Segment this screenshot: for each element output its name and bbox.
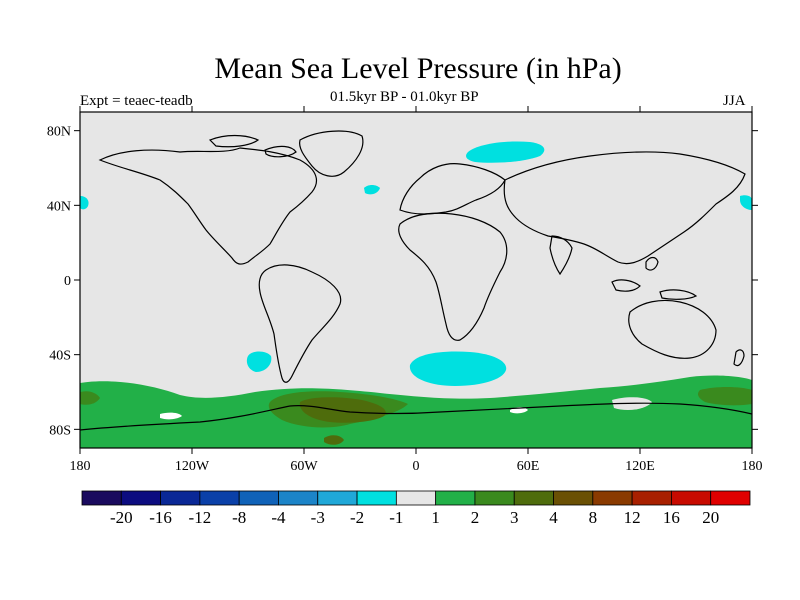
colorbar-label: -12 xyxy=(189,508,212,527)
contour-band-southern-ocean xyxy=(80,375,752,448)
lat-tick-label: 40S xyxy=(49,349,71,364)
colorbar-label: 20 xyxy=(702,508,719,527)
colorbar-label: 1 xyxy=(431,508,440,527)
contour-core-weddell xyxy=(299,397,386,423)
lat-tick-label: 40N xyxy=(47,199,71,214)
coastline-asia xyxy=(503,151,746,265)
coastline-australia xyxy=(628,299,717,359)
colorbar-label: 3 xyxy=(510,508,519,527)
lon-tick-label: 180 xyxy=(70,459,91,474)
axis-ticks: 80N 40N 0 40S 80S 180 120W 60W 0 60E 120E 180 xyxy=(47,106,763,474)
lat-tick-label: 80S xyxy=(49,423,71,438)
colorbar-label: -4 xyxy=(271,508,286,527)
lon-tick-label: 60E xyxy=(517,459,540,474)
colorbar-swatch xyxy=(435,490,476,506)
coastline-layer xyxy=(80,130,752,431)
lon-tick-label: 120W xyxy=(175,459,210,474)
colorbar-swatch xyxy=(356,490,397,506)
contour-fill-layer xyxy=(80,141,752,448)
contour-negative-north-atlantic xyxy=(364,185,380,195)
colorbar-swatch xyxy=(160,490,201,506)
colorbar-label: 2 xyxy=(471,508,480,527)
contour-negative-south-atlantic xyxy=(409,351,507,386)
page-title: Mean Sea Level Pressure (in hPa) xyxy=(214,52,622,85)
colorbar-label: -2 xyxy=(350,508,364,527)
experiment-label: Expt = teaec-teadb xyxy=(80,93,193,109)
colorbar-swatch xyxy=(513,490,554,506)
coastline-greenland xyxy=(299,130,364,177)
period-label: 01.5kyr BP - 01.0kyr BP xyxy=(330,89,479,105)
colorbar-label: -3 xyxy=(311,508,325,527)
lon-tick-label: 0 xyxy=(413,459,420,474)
colorbar: -20 -16 -12 -8 -4 -3 -2 -1 1 2 3 4 8 12 16 20 xyxy=(81,490,751,527)
colorbar-swatch xyxy=(631,490,672,506)
contour-negative-pacific-east-edge xyxy=(740,195,752,210)
colorbar-label: -8 xyxy=(232,508,246,527)
colorbar-swatch xyxy=(120,490,161,506)
colorbar-swatch xyxy=(278,490,319,506)
colorbar-swatch xyxy=(199,490,240,506)
colorbar-swatch xyxy=(671,490,712,506)
colorbar-swatch xyxy=(395,490,437,506)
colorbar-swatch xyxy=(592,490,633,506)
colorbar-label: 4 xyxy=(549,508,558,527)
lat-tick-label: 80N xyxy=(47,125,71,140)
colorbar-swatch xyxy=(474,490,515,506)
lon-tick-label: 120E xyxy=(625,459,655,474)
colorbar-swatch xyxy=(710,490,751,506)
lon-tick-label: 60W xyxy=(290,459,318,474)
contour-neutral-pocket-3 xyxy=(160,412,182,420)
season-label: JJA xyxy=(723,93,746,109)
coastline-maritime-asia xyxy=(611,256,698,300)
coastline-antarctica xyxy=(80,402,752,431)
colorbar-label: 8 xyxy=(589,508,598,527)
colorbar-swatch xyxy=(553,490,594,506)
coastline-new-zealand xyxy=(733,349,745,367)
lat-tick-label: 0 xyxy=(64,274,71,289)
colorbar-swatch xyxy=(81,490,122,506)
contour-negative-barents xyxy=(466,141,545,163)
lon-tick-label: 180 xyxy=(742,459,763,474)
colorbar-swatch xyxy=(317,490,358,506)
coastline-india xyxy=(549,235,573,276)
colorbar-label: 12 xyxy=(624,508,641,527)
coastline-arctic-islands xyxy=(208,134,297,158)
contour-negative-pacific-west-edge xyxy=(80,196,89,210)
coastline-africa xyxy=(398,212,508,341)
coastline-north-america xyxy=(98,147,318,265)
colorbar-label: -20 xyxy=(110,508,133,527)
coastline-south-america xyxy=(258,264,342,383)
colorbar-label: -16 xyxy=(149,508,172,527)
colorbar-label: -1 xyxy=(389,508,403,527)
contour-negative-south-pacific xyxy=(246,351,272,372)
contour-patch-small-south xyxy=(324,435,344,445)
contour-patch-pacific-east xyxy=(697,387,752,406)
colorbar-swatch xyxy=(238,490,279,506)
colorbar-label: 16 xyxy=(663,508,680,527)
contour-patch-pacific-west xyxy=(80,391,100,405)
